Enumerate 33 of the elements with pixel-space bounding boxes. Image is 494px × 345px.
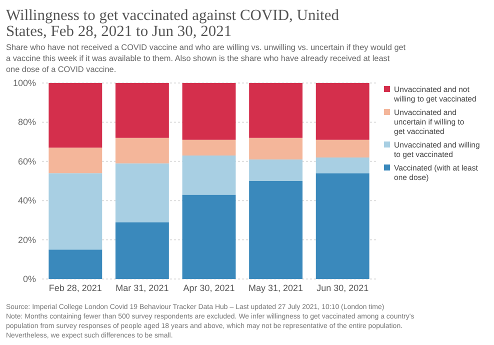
chart-title: Willingness to get vaccinated against COVID, United States, Feb 28, 2021 to Jun 30, 2021 (6, 7, 340, 40)
bar (48, 83, 102, 148)
bar (115, 83, 169, 138)
bar (182, 140, 236, 156)
x-tick-label: Feb 28, 2021 (48, 283, 102, 293)
bar (182, 83, 236, 140)
y-tick-label: 40% (18, 196, 36, 206)
y-tick-label: 100% (12, 78, 36, 88)
x-tick-label: May 31, 2021 (248, 283, 304, 293)
bar (48, 148, 102, 174)
y-tick-label: 60% (18, 156, 36, 166)
bar (316, 173, 370, 279)
bar (182, 156, 236, 195)
bar (249, 138, 303, 160)
bar (115, 163, 169, 222)
bar (249, 181, 303, 279)
bar (115, 222, 169, 279)
bar (316, 140, 370, 158)
bar (115, 138, 169, 164)
x-tick-label: Apr 30, 2021 (183, 283, 235, 293)
bar (249, 83, 303, 138)
chart-subtitle: Share who have not received a COVID vaccine and who are willing vs. unwilling vs. uncertain if they would get a vaccine this week if it was available to them. Also shown is the share who have already received at least one dose of a COVID vaccine. (6, 43, 406, 74)
bar (48, 250, 102, 279)
bar (182, 194, 236, 279)
y-tick-label: 80% (18, 117, 36, 128)
bar (316, 83, 370, 140)
y-tick-label: 0% (22, 274, 36, 284)
bar (249, 159, 303, 181)
bar (316, 157, 370, 174)
x-tick-label: Mar 31, 2021 (116, 283, 169, 293)
y-tick-label: 20% (18, 234, 36, 245)
x-tick-label: Jun 30, 2021 (316, 283, 369, 293)
bar (48, 173, 102, 250)
